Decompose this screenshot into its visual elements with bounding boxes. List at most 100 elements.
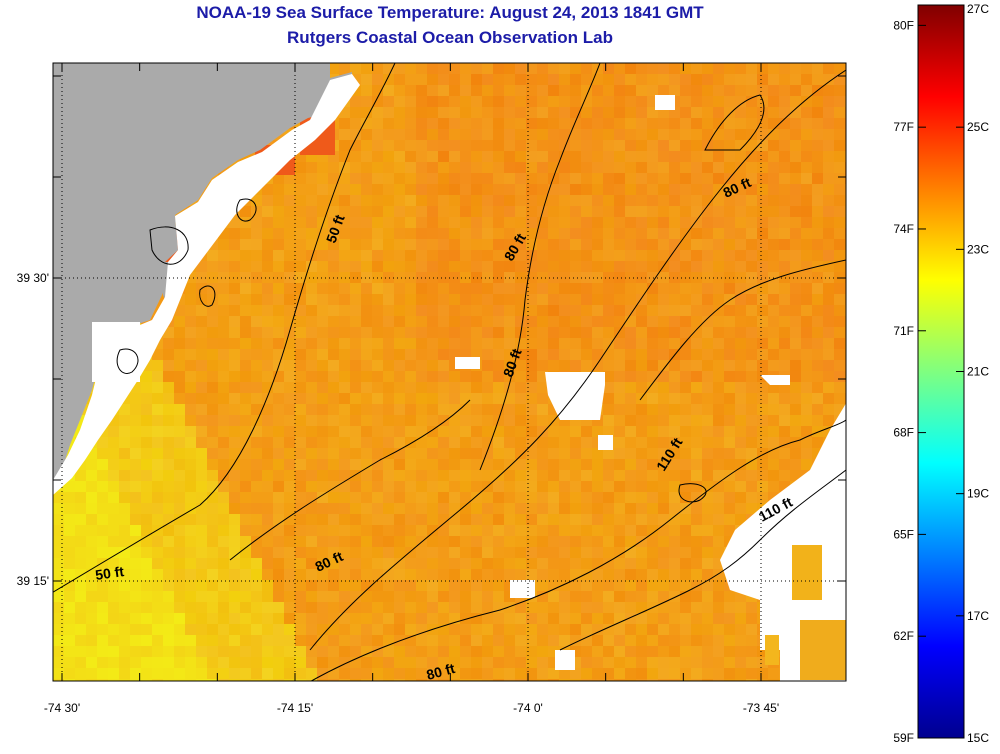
sst-cell (240, 536, 251, 547)
sst-cell (174, 602, 185, 613)
sst-cell (801, 206, 812, 217)
sst-cell (559, 426, 570, 437)
sst-cell (504, 283, 515, 294)
sst-cell (350, 151, 361, 162)
sst-cell (229, 415, 240, 426)
sst-cell (768, 360, 779, 371)
sst-cell (658, 283, 669, 294)
sst-cell (416, 514, 427, 525)
sst-cell (306, 162, 317, 173)
sst-cell (317, 591, 328, 602)
sst-cell (75, 470, 86, 481)
sst-cell (383, 602, 394, 613)
sst-cell (185, 470, 196, 481)
sst-cell (691, 63, 702, 74)
sst-cell (262, 657, 273, 668)
sst-cell (768, 415, 779, 426)
sst-cell (548, 404, 559, 415)
sst-cell (581, 437, 592, 448)
sst-cell (691, 206, 702, 217)
sst-cell (746, 393, 757, 404)
sst-cell (482, 558, 493, 569)
sst-cell (779, 96, 790, 107)
sst-cell (273, 668, 284, 679)
sst-cell (658, 184, 669, 195)
sst-cell (724, 448, 735, 459)
sst-cell (823, 173, 834, 184)
sst-cell (669, 393, 680, 404)
sst-cell (207, 448, 218, 459)
sst-cell (306, 239, 317, 250)
sst-cell (691, 338, 702, 349)
sst-cell (493, 360, 504, 371)
sst-cell (680, 184, 691, 195)
sst-cell (350, 382, 361, 393)
sst-cell (603, 195, 614, 206)
sst-cell (317, 415, 328, 426)
sst-cell (306, 602, 317, 613)
sst-cell (460, 316, 471, 327)
sst-cell (779, 228, 790, 239)
sst-cell (614, 657, 625, 668)
sst-cell (295, 195, 306, 206)
sst-cell (735, 514, 746, 525)
sst-cell (625, 118, 636, 129)
sst-cell (306, 569, 317, 580)
sst-cell (108, 448, 119, 459)
sst-cell (834, 294, 845, 305)
sst-cell (636, 382, 647, 393)
map-panel[interactable] (40, 63, 856, 700)
sst-cell (592, 283, 603, 294)
sst-cell (306, 349, 317, 360)
sst-cell (218, 580, 229, 591)
sst-cell (174, 316, 185, 327)
sst-cell (647, 360, 658, 371)
sst-cell (427, 250, 438, 261)
sst-cell (97, 624, 108, 635)
sst-cell (702, 85, 713, 96)
sst-cell (108, 525, 119, 536)
sst-cell (185, 668, 196, 679)
sst-cell (295, 316, 306, 327)
sst-cell (801, 228, 812, 239)
sst-cell (383, 624, 394, 635)
sst-cell (438, 371, 449, 382)
sst-cell (526, 316, 537, 327)
sst-cell (218, 646, 229, 657)
sst-cell (779, 437, 790, 448)
sst-cell (636, 569, 647, 580)
sst-cell (405, 85, 416, 96)
sst-cell (64, 503, 75, 514)
sst-cell (438, 195, 449, 206)
sst-cell (537, 437, 548, 448)
sst-cell (526, 437, 537, 448)
sst-cell (691, 547, 702, 558)
sst-cell (130, 426, 141, 437)
sst-cell (75, 525, 86, 536)
sst-cell (614, 635, 625, 646)
sst-cell (284, 316, 295, 327)
sst-cell (504, 261, 515, 272)
sst-cell (482, 569, 493, 580)
sst-cell (504, 382, 515, 393)
sst-cell (680, 228, 691, 239)
sst-cell (460, 470, 471, 481)
sst-cell (669, 338, 680, 349)
sst-cell (350, 349, 361, 360)
sst-cell (240, 371, 251, 382)
sst-cell (790, 448, 801, 459)
sst-cell (350, 514, 361, 525)
sst-cell (790, 415, 801, 426)
sst-cell (823, 415, 834, 426)
sst-cell (658, 635, 669, 646)
sst-cell (449, 272, 460, 283)
sst-cell (416, 217, 427, 228)
sst-cell (372, 426, 383, 437)
sst-cell (97, 437, 108, 448)
sst-cell (438, 118, 449, 129)
sst-cell (559, 503, 570, 514)
sst-cell (438, 74, 449, 85)
sst-cell (658, 437, 669, 448)
sst-cell (273, 228, 284, 239)
sst-cell (680, 107, 691, 118)
